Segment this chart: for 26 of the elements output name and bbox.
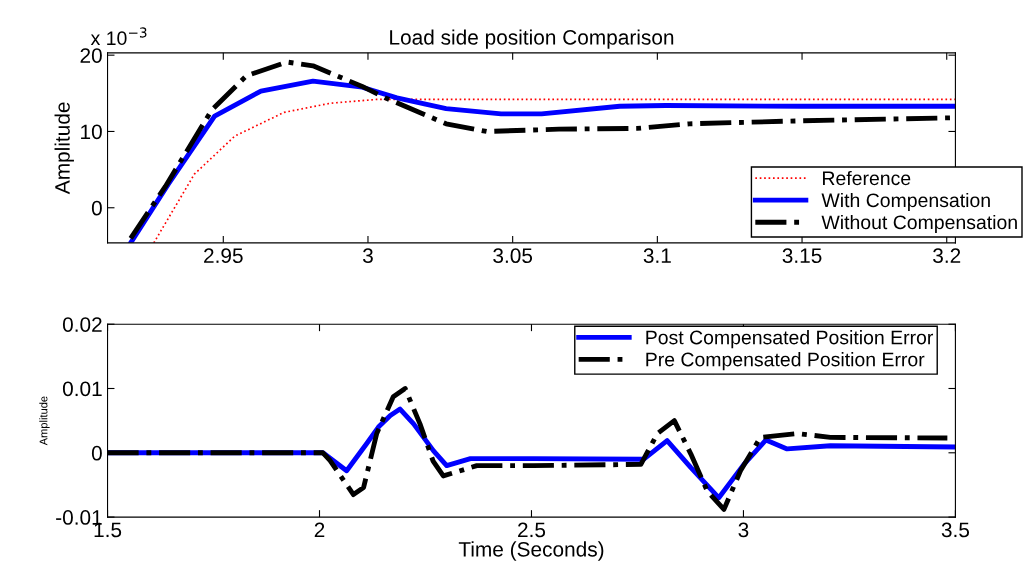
legend-label: Reference (823, 170, 911, 186)
y-axis-title: Amplitude (39, 396, 50, 446)
x-tick-label: 3.15 (782, 248, 822, 264)
x-tick-label: 3 (362, 248, 373, 264)
legend-label: With Compensation (821, 192, 990, 212)
x-tick-label: 3.5 (941, 522, 970, 538)
x-tick-label: 3.2 (933, 248, 961, 264)
y-tick-label: 0.02 (62, 317, 102, 332)
legend-label: Without Compensation (821, 214, 1017, 234)
y-tick-label: 0 (91, 200, 102, 216)
y-tick-label: 0.01 (62, 381, 102, 397)
legend-label: Post Compensated Position Error (646, 330, 934, 349)
y-tick-label: 20 (80, 48, 102, 63)
x-tick-label: 3.1 (643, 248, 671, 264)
y-tick-label: 0 (91, 445, 102, 461)
x-tick-label: 2.95 (204, 248, 243, 264)
x-tick-label: 3 (738, 522, 749, 538)
text: x 10$^{−3}$ (90, 27, 147, 46)
y-axis-title: Amplitude (54, 102, 74, 195)
y-tick-label: 10 (81, 124, 102, 140)
x-axis-title: Time (Seconds) (458, 541, 604, 561)
x-tick-label: 2 (314, 522, 325, 538)
legend-label: Pre Compensated Position Error (646, 352, 925, 371)
x-tick-label: 3.05 (493, 248, 533, 264)
x-tick-label: 2.5 (518, 522, 546, 538)
chart-title: Load side position Comparison (390, 29, 674, 49)
